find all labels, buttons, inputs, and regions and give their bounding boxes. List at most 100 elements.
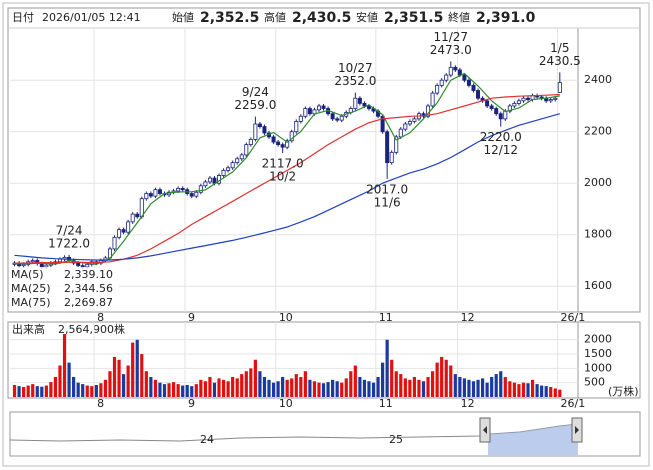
volume-bar — [394, 371, 398, 397]
candle-body — [248, 139, 253, 146]
volume-bar — [76, 382, 80, 397]
candle-body — [412, 118, 417, 122]
volume-bar — [176, 384, 180, 397]
volume-bar — [276, 381, 280, 397]
volume-bar — [290, 378, 294, 397]
candle-body — [503, 110, 508, 120]
volume-bar — [267, 379, 271, 397]
volume-bar — [67, 362, 71, 397]
volume-bar — [271, 382, 276, 397]
volume-bar — [199, 379, 203, 397]
volume-bar — [58, 365, 62, 397]
candle-body — [117, 229, 122, 238]
candle-body — [362, 102, 367, 107]
volume-bar — [12, 384, 17, 397]
x-tick-label: 9 — [188, 397, 195, 410]
volume-bar — [44, 385, 48, 397]
candle-body — [557, 82, 562, 93]
x-tick-label: 11 — [379, 311, 393, 324]
volume-bar — [421, 381, 426, 397]
candle-body — [407, 121, 412, 125]
volume-bar — [471, 381, 476, 397]
volume-bar — [376, 376, 380, 397]
candle-body — [366, 105, 371, 109]
volume-bar — [17, 386, 21, 397]
annotation-date: 12/12 — [483, 143, 518, 157]
candle-body — [157, 189, 162, 194]
volume-bar — [399, 374, 403, 397]
header-value: 2,352.5 — [200, 10, 259, 26]
volume-bar — [171, 382, 176, 397]
candle-body — [457, 69, 462, 76]
volume-bar — [53, 376, 58, 397]
candle-body — [548, 99, 553, 102]
volume-bar — [203, 381, 207, 397]
candle-body — [148, 193, 153, 197]
header-label: 日付 — [12, 11, 34, 24]
volume-bar — [317, 382, 321, 397]
volume-bar — [558, 389, 562, 397]
volume-bar — [131, 342, 135, 397]
volume-bar — [499, 371, 503, 397]
candle-body — [398, 128, 403, 138]
volume-bar — [312, 381, 317, 397]
volume-bar — [240, 374, 244, 397]
candle-body — [439, 79, 444, 86]
candle-body — [135, 213, 140, 218]
header-label: 始値 — [172, 10, 194, 24]
volume-bar — [190, 386, 194, 397]
volume-bar — [540, 385, 544, 397]
y-tick-label: 2400 — [584, 73, 612, 86]
header-value: 2026/01/05 12:41 — [42, 11, 141, 24]
volume-bar — [72, 376, 76, 397]
candle-body — [280, 144, 285, 148]
volume-bar — [126, 365, 130, 397]
volume-bar — [544, 386, 548, 397]
header-label: 高値 — [264, 10, 286, 24]
annotation-value: 2017.0 — [366, 182, 408, 196]
volume-title: 出来高 — [12, 322, 45, 336]
volume-bar — [349, 371, 353, 397]
volume-bar — [358, 376, 362, 397]
candle-body — [389, 151, 394, 164]
candle-body — [512, 102, 517, 107]
candle-body — [403, 123, 408, 130]
candle-body — [144, 193, 149, 200]
legend-name: MA(75) — [11, 296, 51, 309]
x-tick-label: 26/1 — [561, 311, 586, 324]
volume-bar — [253, 359, 257, 397]
x-tick-label: 8 — [97, 311, 104, 324]
candle-body — [235, 158, 240, 164]
candle-body — [176, 187, 181, 192]
volume-bar — [449, 365, 453, 397]
candle-body — [194, 191, 199, 197]
ma-line — [14, 113, 560, 261]
annotation-value: 1722.0 — [48, 236, 90, 250]
volume-bar — [158, 382, 162, 397]
candle-body — [153, 189, 158, 197]
volume-bar — [81, 384, 85, 397]
candle-body — [130, 213, 135, 223]
volume-bar — [108, 371, 112, 397]
candle-body — [489, 105, 494, 109]
candle-body — [321, 105, 326, 109]
y-tick-label: 2000 — [584, 176, 612, 189]
volume-bar — [344, 378, 348, 397]
candle-body — [180, 187, 185, 191]
candle-body — [221, 169, 226, 176]
legend-name: MA(5) — [11, 268, 44, 281]
candle-body — [253, 123, 258, 140]
candle-body — [466, 79, 471, 86]
annotation-date: 11/6 — [374, 195, 401, 209]
annotation-date: 7/24 — [56, 223, 83, 237]
volume-bar — [294, 374, 298, 397]
annotation-value: 2473.0 — [430, 43, 472, 57]
candle-body — [316, 105, 321, 111]
legend-name: MA(25) — [11, 282, 51, 295]
volume-bar — [530, 379, 535, 397]
volume-bar — [285, 379, 289, 397]
volume-bar — [480, 378, 485, 397]
annotation-date: 9/24 — [242, 85, 269, 99]
candle-body — [462, 74, 467, 81]
